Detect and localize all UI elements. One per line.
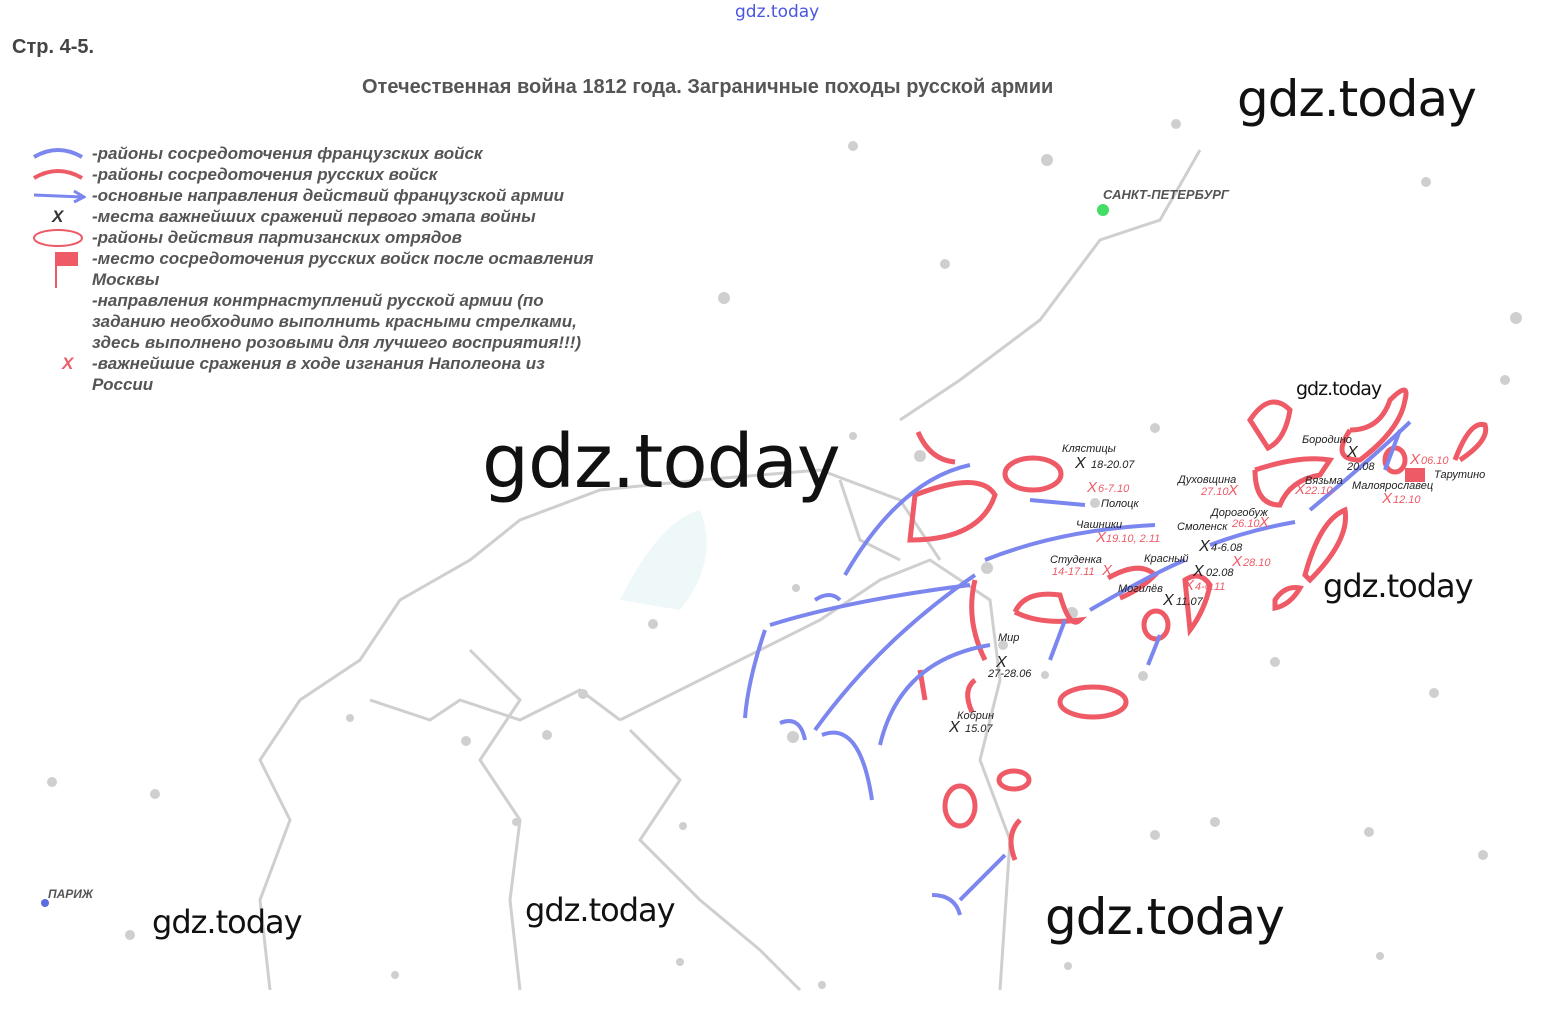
legend-item: -районы действия партизанских отрядов — [30, 227, 670, 248]
label-chashniki: Чашники — [1076, 519, 1122, 531]
date-vyazma: 22.10 — [1304, 485, 1333, 497]
red-battle-x-icon: X — [1294, 481, 1306, 498]
french-concentration-icon — [32, 148, 84, 159]
legend-text: -направления контрнаступлений русской ар… — [92, 291, 582, 352]
date-polotsk: 6-7.10 — [1098, 483, 1130, 495]
legend-item: -районы сосредоточения французских войск — [30, 143, 670, 164]
date-studenka: 14-17.11 — [1052, 566, 1095, 578]
label-krasny: Красный — [1144, 553, 1188, 565]
label-tarutino: Тарутино — [1434, 469, 1485, 481]
city-label-saint-petersburg: САНКТ-ПЕТЕРБУРГ — [1103, 187, 1230, 202]
watermark: gdz.today — [482, 419, 841, 505]
battle-x-icon: X — [1346, 444, 1359, 461]
saint-petersburg-dot — [1097, 204, 1109, 216]
battle-x-icon: X — [995, 654, 1008, 671]
date-chashniki: 19.10, 2.11 — [1106, 533, 1160, 545]
lake-peipus — [620, 510, 707, 610]
date-mogilev: 11.07 — [1176, 596, 1204, 608]
label-maloyaroslavets: Малоярославец — [1352, 480, 1433, 492]
label-smolensk: Смоленск — [1177, 521, 1228, 533]
russian-areas — [907, 387, 1489, 861]
red-battle-x-icon: X — [1227, 482, 1239, 499]
top-watermark: gdz.today — [735, 2, 820, 22]
red-battle-x-icon: X — [1183, 577, 1195, 594]
map-title: Отечественная война 1812 года. Заграничн… — [362, 76, 1054, 98]
battle-x-icon: X — [1198, 538, 1211, 555]
date-tarutino: 06.10 — [1421, 455, 1449, 467]
date-maloyaroslavets: 12.10 — [1393, 494, 1421, 506]
date-smolensk-expulsion: 28.10 — [1242, 557, 1271, 569]
legend-text: -районы сосредоточения русских войск — [92, 165, 438, 184]
date-mir: 27-28.06 — [987, 668, 1032, 680]
city-dots — [47, 119, 1522, 989]
date-krasny: 02.08 — [1206, 567, 1234, 579]
label-dukhovshchina: Духовщина — [1176, 474, 1236, 486]
battles-first-stage: Клястицы X 18-20.07 Мир X 27-28.06 Кобри… — [948, 434, 1485, 736]
french-direction-arrow-icon — [33, 189, 86, 204]
legend-item: X -места важнейших сражений первого этап… — [30, 206, 670, 227]
label-polotsk: Полоцк — [1101, 498, 1139, 510]
date-klyastitsy: 18-20.07 — [1091, 459, 1135, 471]
tarutino-flag-icon — [1405, 468, 1425, 482]
russian-concentration-icon — [32, 169, 84, 180]
battle-x-icon: X — [948, 719, 961, 736]
red-battle-x-icon: X — [1231, 553, 1243, 570]
legend-text: -место сосредоточения русских войск посл… — [92, 249, 594, 289]
french-arrows — [769, 420, 1412, 902]
battle-x-icon: X — [1162, 592, 1175, 609]
page-label: Стр. 4-5. — [12, 36, 95, 58]
label-kobrin: Кобрин — [957, 710, 994, 722]
watermark: gdz.today — [1296, 378, 1382, 400]
legend-text: -основные направления действий французск… — [92, 186, 565, 205]
legend-item: -место сосредоточения русских войск посл… — [30, 248, 670, 290]
label-borodino: Бородино — [1302, 434, 1352, 446]
legend-item: -направления контрнаступлений русской ар… — [30, 290, 670, 353]
battle-x-icon: X — [1074, 455, 1087, 472]
date-dorogobuzh: 26.10 — [1231, 518, 1260, 530]
date-krasny-expulsion: 4-6.11 — [1195, 581, 1225, 593]
flag-icon — [55, 252, 78, 288]
label-klyastitsy: Клястицы — [1062, 443, 1116, 455]
date-borodino: 20.08 — [1346, 461, 1375, 473]
watermark: gdz.today — [1237, 70, 1477, 128]
label-dorogobuzh: Дорогобуж — [1209, 507, 1268, 519]
legend-text: -районы сосредоточения французских войск — [92, 144, 483, 163]
battle-x-icon: X — [52, 207, 64, 226]
french-areas — [743, 593, 962, 916]
watermark: gdz.today — [1323, 567, 1474, 605]
legend-text: -районы действия партизанских отрядов — [92, 228, 462, 247]
date-kobrin: 15.07 — [965, 723, 993, 735]
date-smolensk: 4-6.08 — [1211, 542, 1243, 554]
red-battle-x-icon: X — [1409, 451, 1421, 468]
label-mogilev: Могилёв — [1118, 583, 1163, 595]
label-mir: Мир — [998, 632, 1019, 644]
label-studenka: Студенка — [1050, 554, 1102, 566]
watermark: gdz.today — [525, 891, 676, 929]
legend-item: -районы сосредоточения русских войск — [30, 164, 670, 185]
legend-text: -важнейшие сражения в ходе изгнания Напо… — [92, 354, 545, 394]
label-vyazma: Вязьма — [1305, 475, 1343, 487]
red-battle-x-icon: X — [1381, 490, 1393, 507]
borders — [258, 149, 1202, 992]
date-dukhovshchina: 27.10 — [1200, 486, 1229, 498]
legend-item: -основные направления действий французск… — [30, 185, 670, 206]
red-battle-x-icon: X — [1095, 529, 1107, 546]
red-battle-x-icon: X — [1101, 562, 1113, 579]
partisan-area-icon — [33, 229, 83, 247]
red-battle-x-icon: X — [1258, 514, 1270, 531]
red-battle-x-icon: X — [1086, 479, 1098, 496]
battle-x-icon: X — [1192, 563, 1205, 580]
battles-expulsion: X 6-7.10 X 19.10, 2.11 14-17.11 X X 4-6.… — [1052, 451, 1449, 594]
watermark: gdz.today — [152, 903, 303, 941]
red-battle-x-icon: X — [62, 354, 74, 373]
legend: -районы сосредоточения французских войск… — [30, 143, 670, 395]
watermark: gdz.today — [1045, 888, 1285, 946]
legend-text: -места важнейших сражений первого этапа … — [92, 207, 536, 226]
paris-dot — [41, 899, 49, 907]
city-label-paris: ПАРИЖ — [48, 887, 94, 901]
legend-item: X -важнейшие сражения в ходе изгнания На… — [30, 353, 670, 395]
